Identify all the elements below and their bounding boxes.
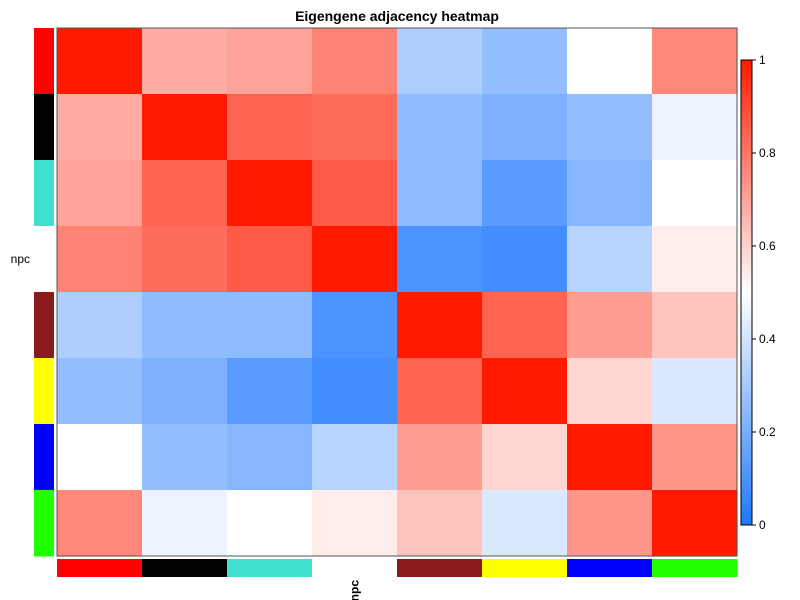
colorbar-tick-label: 0.8 (759, 146, 776, 160)
heatmap-cell-5-7 (652, 358, 738, 425)
heatmap-cell-7-1 (142, 490, 228, 557)
column-labels: npc (348, 580, 362, 600)
column-module-bar-2 (227, 559, 313, 577)
colorbar-tick-label: 0.4 (759, 332, 776, 346)
heatmap-cell-1-1 (142, 94, 228, 161)
heatmap-cell-0-4 (397, 28, 483, 95)
heatmap-cell-5-3 (312, 358, 398, 425)
heatmap-cell-5-2 (227, 358, 313, 425)
heatmap-cell-4-4 (397, 292, 483, 359)
column-module-bar-6 (567, 559, 653, 577)
heatmap-cell-3-3 (312, 226, 398, 293)
heatmap-cell-3-6 (567, 226, 653, 293)
heatmap-cell-3-0 (57, 226, 143, 293)
heatmap-cell-0-2 (227, 28, 313, 95)
colorbar-tick-label: 1 (759, 53, 766, 67)
heatmap-cell-0-6 (567, 28, 653, 95)
row-module-bar-2 (34, 160, 54, 227)
colorbar-tick-label: 0.6 (759, 239, 776, 253)
row-module-bar-5 (34, 358, 54, 425)
heatmap-cell-0-0 (57, 28, 143, 95)
column-module-bar-5 (482, 559, 568, 577)
heatmap-cell-4-2 (227, 292, 313, 359)
column-color-bars (57, 559, 738, 577)
row-labels: npc (11, 252, 30, 266)
column-module-bar-0 (57, 559, 143, 577)
row-color-bars (34, 28, 54, 557)
heatmap-cell-7-2 (227, 490, 313, 557)
row-module-bar-0 (34, 28, 54, 95)
heatmap-cell-2-0 (57, 160, 143, 227)
heatmap-cell-5-5 (482, 358, 568, 425)
heatmap-cell-1-5 (482, 94, 568, 161)
heatmap-cell-4-5 (482, 292, 568, 359)
heatmap-cell-6-6 (567, 424, 653, 491)
heatmap-cell-0-7 (652, 28, 738, 95)
heatmap-cell-4-7 (652, 292, 738, 359)
chart-title: Eigengene adjacency heatmap (295, 8, 499, 24)
heatmap-cell-0-5 (482, 28, 568, 95)
heatmap-cell-7-5 (482, 490, 568, 557)
heatmap-cell-2-3 (312, 160, 398, 227)
heatmap-cell-2-2 (227, 160, 313, 227)
heatmap-cell-0-3 (312, 28, 398, 95)
heatmap-cell-2-6 (567, 160, 653, 227)
row-module-bar-3 (34, 226, 54, 293)
column-module-bar-1 (142, 559, 228, 577)
heatmap-cell-7-0 (57, 490, 143, 557)
heatmap-cell-1-3 (312, 94, 398, 161)
heatmap-cell-3-7 (652, 226, 738, 293)
heatmap-cell-5-0 (57, 358, 143, 425)
heatmap-cell-6-5 (482, 424, 568, 491)
heatmap-cell-1-0 (57, 94, 143, 161)
heatmap-cell-6-0 (57, 424, 143, 491)
colorbar-ticks: 0 0.2 0.4 0.6 0.8 1 (752, 53, 776, 532)
heatmap-cell-7-3 (312, 490, 398, 557)
heatmap-cell-7-4 (397, 490, 483, 557)
heatmap-cell-4-1 (142, 292, 228, 359)
column-module-bar-7 (652, 559, 738, 577)
row-module-bar-7 (34, 490, 54, 557)
heatmap-cell-6-7 (652, 424, 738, 491)
colorbar-tick-label: 0 (759, 518, 766, 532)
heatmap-cell-5-6 (567, 358, 653, 425)
heatmap-cell-7-6 (567, 490, 653, 557)
heatmap-cell-4-0 (57, 292, 143, 359)
heatmap-cell-1-2 (227, 94, 313, 161)
heatmap-cell-2-5 (482, 160, 568, 227)
heatmap-cell-1-7 (652, 94, 738, 161)
heatmap-cell-3-5 (482, 226, 568, 293)
row-module-bar-6 (34, 424, 54, 491)
heatmap-cell-0-1 (142, 28, 228, 95)
column-label: npc (348, 580, 362, 600)
heatmap-cell-6-1 (142, 424, 228, 491)
heatmap-cell-6-3 (312, 424, 398, 491)
heatmap-cell-3-1 (142, 226, 228, 293)
heatmap-cells (57, 28, 738, 557)
heatmap-cell-7-7 (652, 490, 738, 557)
heatmap-cell-2-7 (652, 160, 738, 227)
row-module-bar-1 (34, 94, 54, 161)
heatmap-cell-5-1 (142, 358, 228, 425)
heatmap-cell-3-2 (227, 226, 313, 293)
heatmap-cell-5-4 (397, 358, 483, 425)
colorbar-tick-label: 0.2 (759, 425, 776, 439)
plot-frame (56, 27, 738, 557)
heatmap-cell-6-4 (397, 424, 483, 491)
heatmap-cell-6-2 (227, 424, 313, 491)
heatmap-cell-1-4 (397, 94, 483, 161)
colorbar (740, 59, 753, 526)
heatmap-cell-4-3 (312, 292, 398, 359)
heatmap-cell-1-6 (567, 94, 653, 161)
heatmap-cell-2-1 (142, 160, 228, 227)
column-module-bar-3 (312, 559, 398, 577)
row-label: npc (11, 252, 30, 266)
heatmap-cell-3-4 (397, 226, 483, 293)
heatmap-cell-2-4 (397, 160, 483, 227)
row-module-bar-4 (34, 292, 54, 359)
heatmap-cell-4-6 (567, 292, 653, 359)
column-module-bar-4 (397, 559, 483, 577)
